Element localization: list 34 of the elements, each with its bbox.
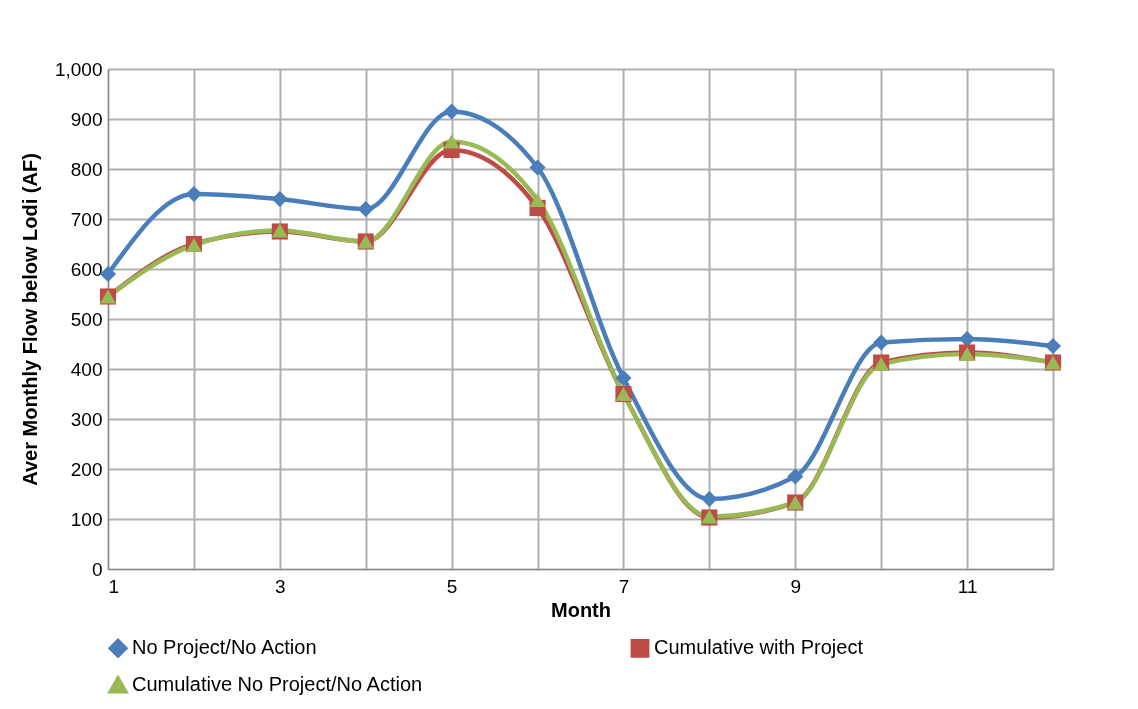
x-tick-label: 7 bbox=[618, 575, 630, 597]
point bbox=[443, 134, 460, 149]
point bbox=[787, 468, 804, 485]
y-tick-label: 900 bbox=[70, 108, 103, 130]
legend-label: Cumulative No Project/No Action bbox=[132, 673, 423, 695]
y-tick-label: 100 bbox=[70, 508, 103, 530]
y-tick-label: 400 bbox=[70, 358, 103, 380]
point bbox=[185, 185, 202, 203]
y-tick-label: 300 bbox=[70, 408, 103, 430]
x-tick-label: 9 bbox=[790, 575, 802, 597]
y-tick-label: 700 bbox=[70, 208, 103, 230]
x-tick-label: 3 bbox=[275, 575, 286, 597]
legend-label: Cumulative with Project bbox=[654, 636, 864, 659]
y-tick-label: 200 bbox=[70, 458, 103, 480]
point bbox=[529, 193, 546, 207]
point bbox=[357, 200, 374, 218]
point bbox=[529, 159, 546, 176]
x-tick-label: 5 bbox=[446, 575, 458, 597]
y-tick-label: 0 bbox=[91, 558, 103, 580]
x-tick-label: 11 bbox=[957, 575, 978, 597]
legend-label: No Project/No Action bbox=[132, 636, 317, 659]
point bbox=[443, 103, 460, 120]
point bbox=[271, 190, 288, 208]
x-tick-label: 1 bbox=[108, 575, 120, 597]
point bbox=[1044, 337, 1062, 355]
y-tick-label: 1,000 bbox=[54, 58, 103, 80]
y-axis-title: Aver Monthly Flow below Lodi (AF) bbox=[18, 153, 41, 486]
x-axis-title: Month bbox=[551, 598, 611, 621]
y-tick-label: 600 bbox=[70, 258, 103, 280]
y-tick-label: 500 bbox=[70, 308, 103, 330]
y-tick-label: 800 bbox=[70, 158, 103, 180]
point bbox=[701, 490, 718, 508]
point bbox=[873, 334, 890, 351]
point bbox=[615, 369, 632, 387]
